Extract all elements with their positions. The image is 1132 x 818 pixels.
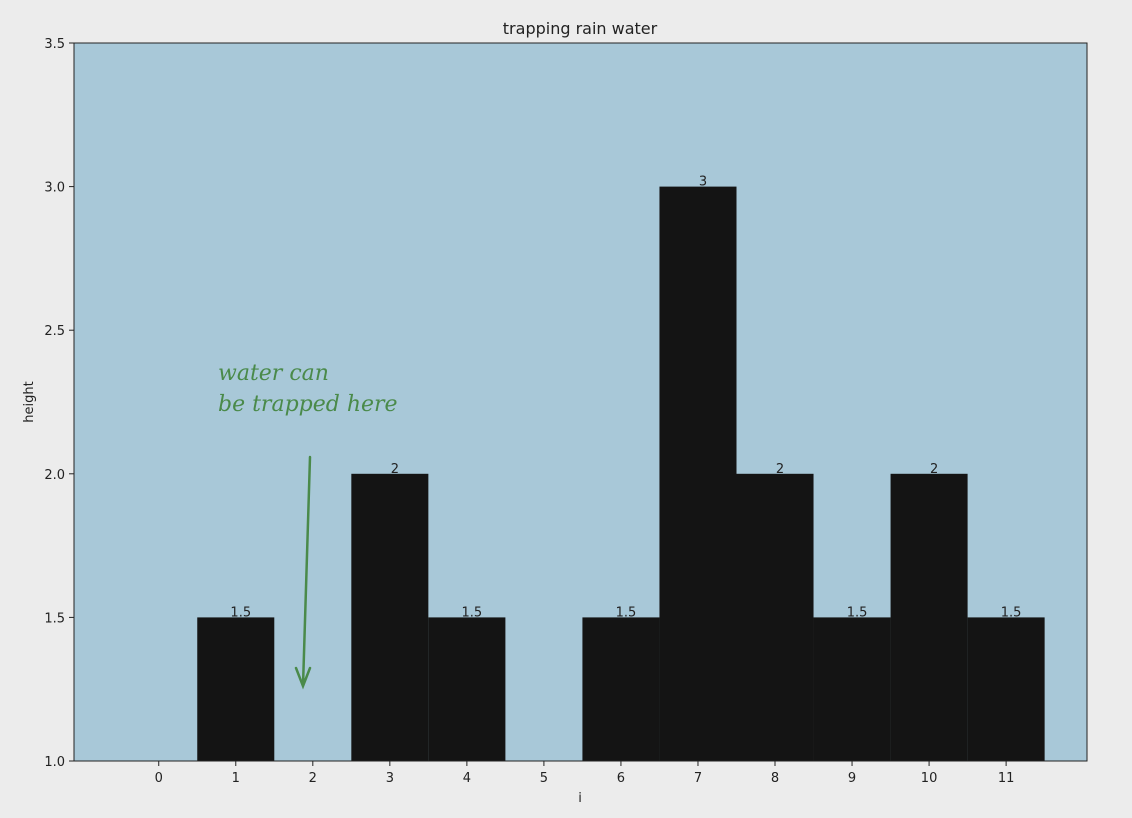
value-label: 3	[699, 175, 707, 190]
x-tick-label: 11	[998, 771, 1015, 786]
x-tick-label: 2	[309, 771, 317, 786]
bar	[890, 473, 968, 761]
value-label: 1.5	[230, 605, 251, 620]
y-tick-label: 2.0	[44, 468, 65, 483]
bar	[736, 473, 814, 761]
value-label: 1.5	[1001, 605, 1022, 620]
value-label: 2	[776, 462, 784, 477]
value-label: 1.5	[616, 605, 637, 620]
bar	[582, 617, 660, 761]
y-tick-label: 2.5	[44, 324, 65, 339]
x-tick-label: 6	[617, 771, 625, 786]
y-axis-label: height	[22, 381, 37, 422]
value-label: 2	[930, 462, 938, 477]
bar	[813, 617, 891, 761]
x-tick-label: 7	[694, 771, 702, 786]
x-tick-label: 1	[232, 771, 240, 786]
plot-frame	[73, 42, 1088, 762]
value-label: 1.5	[847, 605, 868, 620]
x-axis-label: i	[578, 791, 582, 806]
bar	[197, 617, 275, 761]
x-tick-label: 0	[155, 771, 163, 786]
y-tick-label: 3.5	[44, 37, 65, 52]
x-tick-label: 8	[771, 771, 779, 786]
bar	[967, 617, 1045, 761]
y-tick-label: 3.0	[44, 181, 65, 196]
x-tick-label: 4	[463, 771, 471, 786]
bar	[351, 473, 429, 761]
bar	[659, 186, 737, 761]
x-tick-label: 9	[848, 771, 856, 786]
annotation-arrow	[294, 455, 312, 690]
bar	[428, 617, 506, 761]
annotation-line: be trapped here	[218, 392, 398, 417]
annotation-line: water can	[218, 361, 329, 386]
value-label: 1.5	[462, 605, 483, 620]
x-tick-label: 5	[540, 771, 548, 786]
y-tick-label: 1.0	[44, 755, 65, 770]
value-label: 2	[391, 462, 399, 477]
y-tick-label: 1.5	[44, 611, 65, 626]
chart-title: trapping rain water	[503, 19, 658, 38]
x-tick-label: 10	[921, 771, 938, 786]
x-tick-label: 3	[386, 771, 394, 786]
